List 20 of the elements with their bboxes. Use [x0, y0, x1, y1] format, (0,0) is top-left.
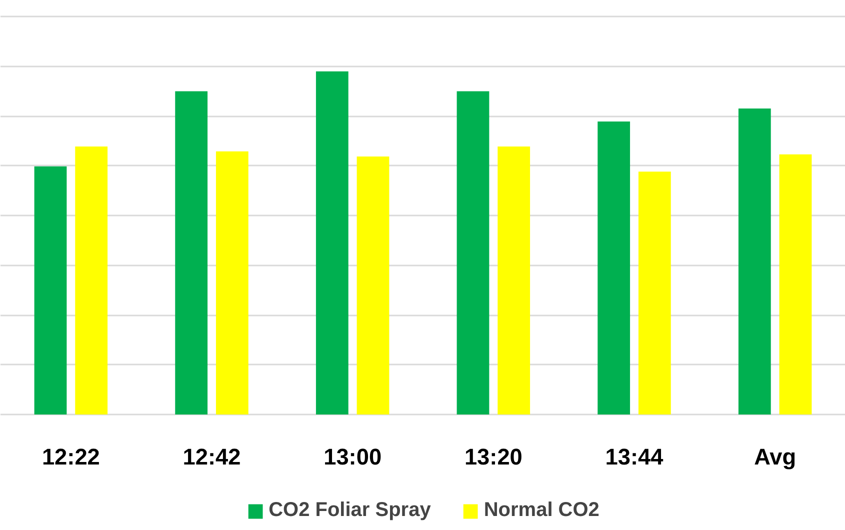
x-tick-label: 13:00 — [324, 444, 382, 470]
x-tick-label: 13:44 — [605, 444, 664, 470]
bar — [638, 172, 671, 414]
bar — [498, 146, 530, 414]
legend-label: CO2 Foliar Spray — [268, 499, 431, 522]
bar — [316, 71, 348, 414]
x-tick-label: 12:22 — [42, 444, 100, 470]
bar — [598, 121, 630, 414]
legend-label: Normal CO2 — [484, 499, 600, 522]
bar — [738, 108, 771, 414]
bar — [34, 166, 67, 414]
bar — [175, 91, 208, 414]
x-tick-label: 12:42 — [182, 444, 241, 470]
bar — [356, 156, 390, 414]
bar — [779, 154, 812, 414]
x-tick-label: 13:20 — [464, 444, 522, 470]
bar — [75, 146, 108, 414]
x-tick-label: Avg — [754, 444, 796, 470]
bar — [216, 151, 248, 414]
bar — [456, 91, 490, 414]
